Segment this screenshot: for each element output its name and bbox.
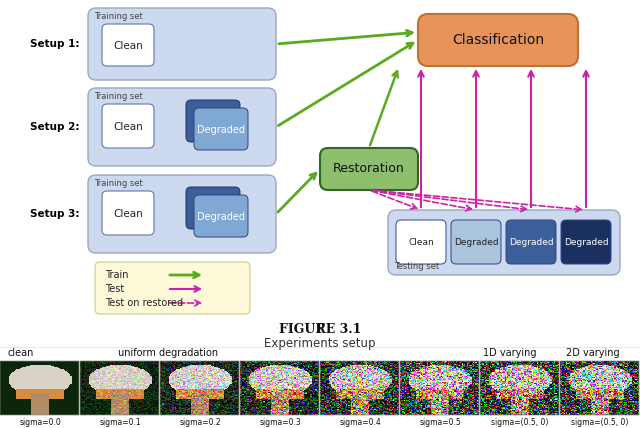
Text: Restoration: Restoration (333, 163, 405, 175)
FancyBboxPatch shape (194, 195, 248, 237)
Text: Clean: Clean (408, 238, 434, 247)
FancyBboxPatch shape (88, 88, 276, 166)
FancyBboxPatch shape (451, 220, 501, 264)
Text: sigma=0.3: sigma=0.3 (259, 418, 301, 427)
Text: sigma=(0.5, 0): sigma=(0.5, 0) (492, 418, 548, 427)
FancyBboxPatch shape (561, 220, 611, 264)
Text: Test: Test (105, 284, 124, 294)
Text: clean: clean (8, 348, 34, 358)
Text: Setup 2:: Setup 2: (31, 122, 80, 132)
Text: sigma=0.4: sigma=0.4 (339, 418, 381, 427)
Text: sigma=0.1: sigma=0.1 (99, 418, 141, 427)
FancyBboxPatch shape (388, 210, 620, 275)
Text: Classification: Classification (452, 33, 544, 47)
Text: FIGURE 3.1: FIGURE 3.1 (279, 323, 361, 336)
FancyBboxPatch shape (102, 191, 154, 235)
FancyBboxPatch shape (102, 104, 154, 148)
Text: Experiments setup: Experiments setup (264, 337, 376, 350)
Text: uniform degradation: uniform degradation (118, 348, 218, 358)
FancyBboxPatch shape (506, 220, 556, 264)
FancyBboxPatch shape (418, 14, 578, 66)
FancyBboxPatch shape (320, 148, 418, 190)
Text: sigma=0.5: sigma=0.5 (419, 418, 461, 427)
Text: Training set: Training set (94, 12, 143, 21)
Text: Train: Train (105, 270, 129, 280)
Text: sigma=0.0: sigma=0.0 (19, 418, 61, 427)
FancyBboxPatch shape (186, 187, 240, 229)
Text: Clean: Clean (113, 122, 143, 132)
Text: Testing set: Testing set (394, 262, 439, 271)
FancyBboxPatch shape (102, 24, 154, 66)
Text: Setup 1:: Setup 1: (31, 39, 80, 49)
Text: Degraded: Degraded (509, 238, 554, 247)
Text: Training set: Training set (94, 179, 143, 188)
Text: 2D varying: 2D varying (566, 348, 620, 358)
FancyBboxPatch shape (88, 8, 276, 80)
FancyBboxPatch shape (88, 175, 276, 253)
Text: Clean: Clean (113, 41, 143, 51)
Text: Test on restored: Test on restored (105, 298, 183, 308)
Text: sigma=(0.5, 0): sigma=(0.5, 0) (572, 418, 628, 427)
Text: sigma=0.2: sigma=0.2 (179, 418, 221, 427)
Text: Degraded: Degraded (197, 212, 245, 222)
FancyBboxPatch shape (396, 220, 446, 264)
Text: Degraded: Degraded (197, 125, 245, 135)
Text: Setup 3:: Setup 3: (31, 209, 80, 219)
Text: Training set: Training set (94, 92, 143, 101)
FancyBboxPatch shape (186, 100, 240, 142)
Text: F: F (316, 323, 324, 336)
FancyBboxPatch shape (95, 262, 250, 314)
Text: Degraded: Degraded (564, 238, 608, 247)
Text: 1D varying: 1D varying (483, 348, 537, 358)
Text: Degraded: Degraded (454, 238, 499, 247)
FancyBboxPatch shape (194, 108, 248, 150)
Text: Clean: Clean (113, 209, 143, 219)
